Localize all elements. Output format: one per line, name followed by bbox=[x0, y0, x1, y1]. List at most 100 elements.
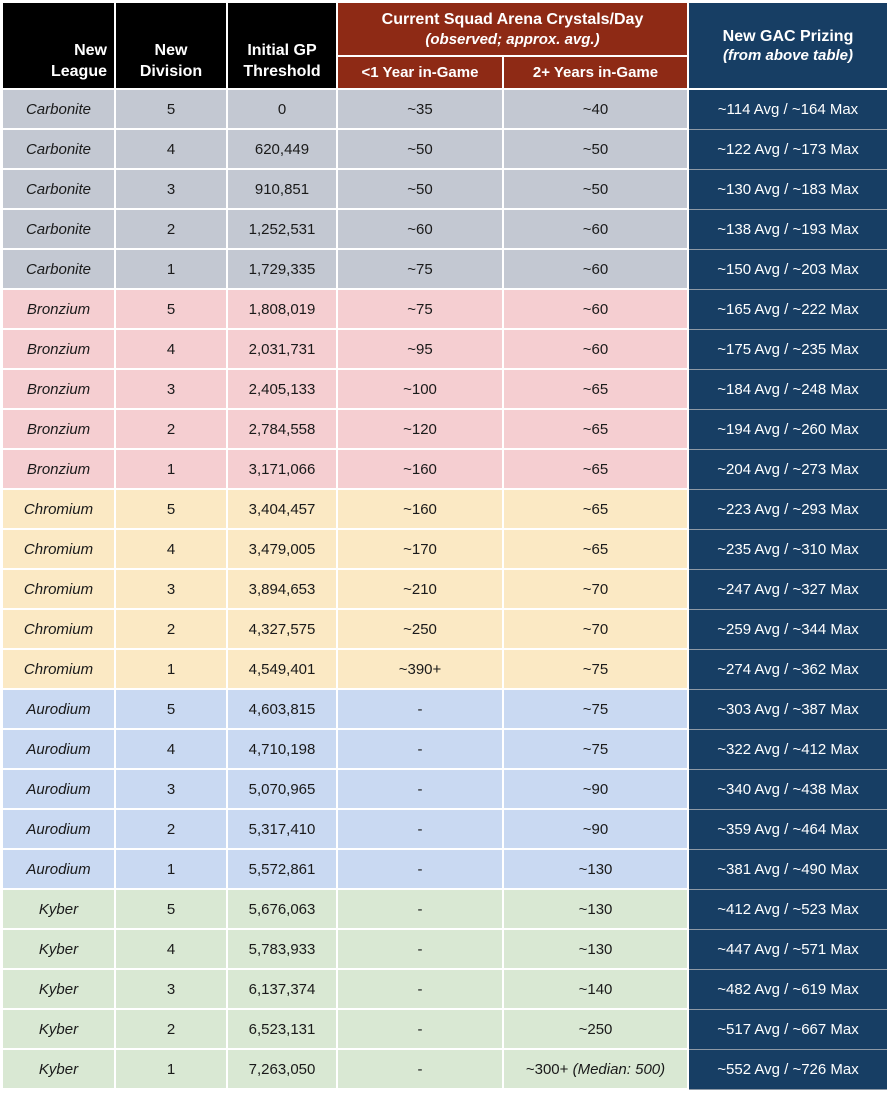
league-cell: Carbonite bbox=[1, 248, 116, 290]
division-cell: 3 bbox=[114, 168, 228, 210]
table-body: Carbonite 5 0 ~35 ~40 ~114 Avg / ~164 Ma… bbox=[1, 88, 888, 1090]
division-cell: 1 bbox=[114, 648, 228, 690]
table-row: Chromium 3 3,894,653 ~210 ~70 ~247 Avg /… bbox=[1, 568, 888, 610]
gp-threshold-cell: 7,263,050 bbox=[226, 1048, 338, 1090]
gp-threshold-cell: 5,070,965 bbox=[226, 768, 338, 810]
gp-threshold-cell: 6,523,131 bbox=[226, 1008, 338, 1050]
league-cell: Kyber bbox=[1, 968, 116, 1010]
gac-prizing-cell: ~381 Avg / ~490 Max bbox=[687, 848, 888, 890]
crystals-2plus-yr-cell: ~65 bbox=[502, 528, 689, 570]
new-division-label: New Division bbox=[139, 41, 203, 81]
table-row: Carbonite 4 620,449 ~50 ~50 ~122 Avg / ~… bbox=[1, 128, 888, 170]
column-header-new-division: New Division bbox=[114, 1, 228, 90]
gp-threshold-cell: 3,894,653 bbox=[226, 568, 338, 610]
division-cell: 4 bbox=[114, 928, 228, 970]
division-cell: 2 bbox=[114, 1008, 228, 1050]
crystals-2plus-yr-cell: ~65 bbox=[502, 408, 689, 450]
division-cell: 3 bbox=[114, 768, 228, 810]
gac-prizing-cell: ~150 Avg / ~203 Max bbox=[687, 248, 888, 290]
table-row: Bronzium 2 2,784,558 ~120 ~65 ~194 Avg /… bbox=[1, 408, 888, 450]
crystals-under-1yr-cell: - bbox=[336, 1048, 504, 1090]
gp-threshold-cell: 5,783,933 bbox=[226, 928, 338, 970]
crystals-2plus-yr-cell: ~65 bbox=[502, 488, 689, 530]
table-row: Bronzium 4 2,031,731 ~95 ~60 ~175 Avg / … bbox=[1, 328, 888, 370]
division-cell: 2 bbox=[114, 208, 228, 250]
gac-prizing-cell: ~194 Avg / ~260 Max bbox=[687, 408, 888, 450]
division-cell: 2 bbox=[114, 808, 228, 850]
crystals-under-1yr-cell: ~75 bbox=[336, 248, 504, 290]
gp-threshold-cell: 1,808,019 bbox=[226, 288, 338, 330]
table-row: Carbonite 1 1,729,335 ~75 ~60 ~150 Avg /… bbox=[1, 248, 888, 290]
gac-prizing-cell: ~235 Avg / ~310 Max bbox=[687, 528, 888, 570]
crystals-2plus-yr-cell: ~130 bbox=[502, 848, 689, 890]
gac-prizing-cell: ~259 Avg / ~344 Max bbox=[687, 608, 888, 650]
division-cell: 3 bbox=[114, 568, 228, 610]
column-header-gp-threshold: Initial GP Threshold bbox=[226, 1, 338, 90]
column-header-2plus-yr: 2+ Years in-Game bbox=[502, 55, 689, 90]
division-cell: 1 bbox=[114, 1048, 228, 1090]
table-row: Carbonite 3 910,851 ~50 ~50 ~130 Avg / ~… bbox=[1, 168, 888, 210]
gac-prizing-cell: ~274 Avg / ~362 Max bbox=[687, 648, 888, 690]
table-row: Aurodium 2 5,317,410 - ~90 ~359 Avg / ~4… bbox=[1, 808, 888, 850]
crystals-under-1yr-cell: ~50 bbox=[336, 128, 504, 170]
table-row: Chromium 2 4,327,575 ~250 ~70 ~259 Avg /… bbox=[1, 608, 888, 650]
gac-prizing-cell: ~412 Avg / ~523 Max bbox=[687, 888, 888, 930]
crystals-under-1yr-cell: ~35 bbox=[336, 88, 504, 130]
league-cell: Bronzium bbox=[1, 328, 116, 370]
league-cell: Chromium bbox=[1, 488, 116, 530]
gp-threshold-cell: 1,252,531 bbox=[226, 208, 338, 250]
division-cell: 5 bbox=[114, 888, 228, 930]
gac-prizing-cell: ~247 Avg / ~327 Max bbox=[687, 568, 888, 610]
crystals-2plus-yr-cell: ~130 bbox=[502, 888, 689, 930]
column-header-gac-prizing: New GAC Prizing (from above table) bbox=[687, 1, 888, 90]
crystals-under-1yr-cell: ~210 bbox=[336, 568, 504, 610]
gac-prizing-subtitle: (from above table) bbox=[722, 46, 854, 64]
table-row: Aurodium 1 5,572,861 - ~130 ~381 Avg / ~… bbox=[1, 848, 888, 890]
crystals-under-1yr-cell: - bbox=[336, 808, 504, 850]
table-row: Bronzium 3 2,405,133 ~100 ~65 ~184 Avg /… bbox=[1, 368, 888, 410]
crystals-2plus-yr-cell: ~70 bbox=[502, 568, 689, 610]
crystals-under-1yr-cell: ~160 bbox=[336, 488, 504, 530]
crystals-2plus-yr-cell: ~60 bbox=[502, 208, 689, 250]
crystals-2plus-yr-cell: ~40 bbox=[502, 88, 689, 130]
table-row: Kyber 2 6,523,131 - ~250 ~517 Avg / ~667… bbox=[1, 1008, 888, 1050]
crystals-under-1yr-cell: - bbox=[336, 848, 504, 890]
crystals-2plus-yr-cell: ~60 bbox=[502, 248, 689, 290]
division-cell: 2 bbox=[114, 608, 228, 650]
crystals-under-1yr-cell: - bbox=[336, 768, 504, 810]
league-cell: Chromium bbox=[1, 608, 116, 650]
league-cell: Bronzium bbox=[1, 288, 116, 330]
crystals-2plus-yr-cell: ~70 bbox=[502, 608, 689, 650]
table-row: Carbonite 5 0 ~35 ~40 ~114 Avg / ~164 Ma… bbox=[1, 88, 888, 130]
table-row: Kyber 3 6,137,374 - ~140 ~482 Avg / ~619… bbox=[1, 968, 888, 1010]
league-cell: Kyber bbox=[1, 888, 116, 930]
crystals-under-1yr-cell: - bbox=[336, 928, 504, 970]
gp-threshold-cell: 910,851 bbox=[226, 168, 338, 210]
crystals-2plus-yr-cell: ~75 bbox=[502, 648, 689, 690]
division-cell: 5 bbox=[114, 488, 228, 530]
gp-threshold-cell: 3,479,005 bbox=[226, 528, 338, 570]
crystals-2plus-yr-cell: ~50 bbox=[502, 168, 689, 210]
division-cell: 4 bbox=[114, 328, 228, 370]
crystals-under-1yr-cell: ~75 bbox=[336, 288, 504, 330]
crystals-2plus-yr-cell: ~90 bbox=[502, 808, 689, 850]
division-cell: 1 bbox=[114, 448, 228, 490]
gp-threshold-cell: 5,317,410 bbox=[226, 808, 338, 850]
header-row-top: New League New Division Initial GP Thres… bbox=[1, 1, 888, 90]
gp-threshold-cell: 4,603,815 bbox=[226, 688, 338, 730]
table-header: New League New Division Initial GP Thres… bbox=[1, 1, 888, 90]
division-cell: 1 bbox=[114, 248, 228, 290]
new-league-label: New League bbox=[50, 41, 107, 81]
league-cell: Bronzium bbox=[1, 448, 116, 490]
column-group-crystals: Current Squad Arena Crystals/Day (observ… bbox=[336, 1, 689, 57]
league-cell: Kyber bbox=[1, 928, 116, 970]
crystals-2plus-yr-cell: ~60 bbox=[502, 288, 689, 330]
gac-prizing-cell: ~138 Avg / ~193 Max bbox=[687, 208, 888, 250]
crystals-under-1yr-cell: ~160 bbox=[336, 448, 504, 490]
column-header-new-league: New League bbox=[1, 1, 116, 90]
division-cell: 5 bbox=[114, 88, 228, 130]
gp-threshold-cell: 5,572,861 bbox=[226, 848, 338, 890]
crystals-group-subtitle: (observed; approx. avg.) bbox=[425, 30, 600, 48]
crystals-2plus-yr-cell: ~65 bbox=[502, 368, 689, 410]
gp-threshold-cell: 6,137,374 bbox=[226, 968, 338, 1010]
